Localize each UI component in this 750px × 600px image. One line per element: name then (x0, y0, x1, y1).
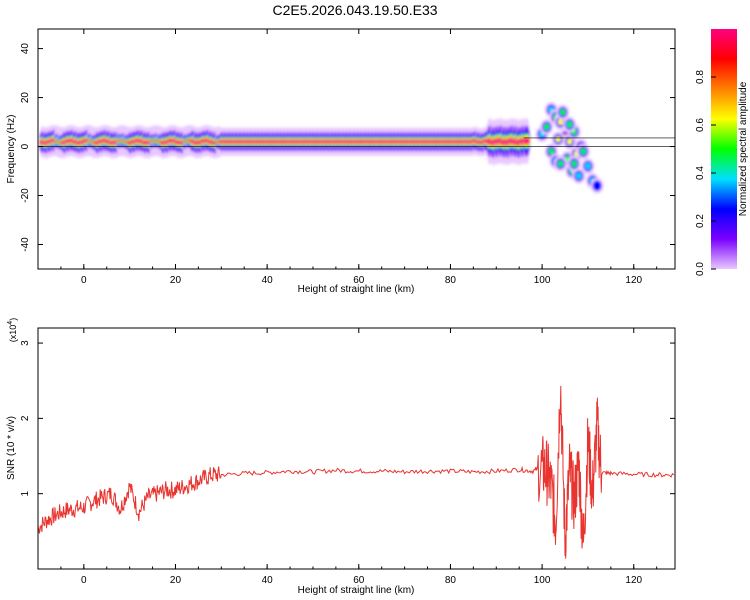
spectrogram-cell (560, 109, 566, 116)
colorbar-swatch (711, 29, 737, 269)
snr-xtick-label: 60 (353, 575, 365, 586)
spectrogram-cell (594, 182, 600, 189)
spectrogram-cell (555, 136, 561, 143)
snr-ytick-label: 2 (20, 415, 31, 421)
spectrogram-axes: 0 20 40 60 80 100 120 -40 -20 0 20 40 (20, 29, 675, 286)
spectrogram-cell (548, 148, 554, 155)
snr-frame (37, 327, 676, 570)
snr-axes: 0 20 40 60 80 100 120 1 2 3 (20, 328, 675, 586)
spectrogram-xtick-label: 40 (262, 275, 274, 286)
colorbar-ticks: 0.0 0.2 0.4 0.6 0.8 (695, 70, 716, 276)
spectrogram-cell (557, 118, 564, 126)
spectrogram-xtick-label: 120 (625, 275, 642, 286)
snr-xtick-label: 20 (170, 575, 182, 586)
spectrogram-ytick-label: 40 (20, 43, 31, 55)
colorbar-tick-label: 0.6 (695, 118, 706, 132)
spectrogram-cell (580, 148, 586, 155)
colorbar-label: Normalized spectral amplitude (738, 81, 749, 216)
colorbar: 0.0 0.2 0.4 0.6 0.8 Normalized spectral ampl… (695, 29, 749, 276)
snr-xtick-label: 120 (625, 575, 642, 586)
snr-ylabel: SNR (10 * v/v) (6, 416, 17, 480)
spectrogram-ylabel: Frequency (Hz) (6, 115, 17, 184)
colorbar-tick-label: 0.2 (695, 214, 706, 228)
spectrogram-xtick-label: 80 (445, 275, 457, 286)
snr-multiplier: (x104) (7, 318, 18, 342)
snr-panel: 0 20 40 60 80 100 120 1 2 3 Height of straight li… (6, 318, 676, 596)
spectrogram-ytick-label: 20 (20, 92, 31, 104)
spectrogram-xtick-label: 0 (81, 275, 87, 286)
snr-ytick-label: 1 (20, 490, 31, 496)
snr-multiplier-close: ) (8, 318, 18, 321)
snr-xtick-label: 40 (262, 575, 274, 586)
snr-marks (38, 385, 675, 559)
spectrogram-xtick-label: 60 (353, 275, 365, 286)
colorbar-tick-label: 0.8 (695, 70, 706, 84)
colorbar-tick-label: 0.0 (695, 262, 706, 276)
spectrogram-cell (585, 163, 591, 170)
spectrogram-xtick-label: 100 (534, 275, 551, 286)
spectrogram-cell (557, 160, 564, 167)
spectrogram-ytick-label: -40 (20, 237, 31, 252)
snr-ytick-label: 3 (20, 340, 31, 346)
chart-title: C2E5.2026.043.19.50.E33 (272, 2, 437, 18)
snr-xtick-label: 100 (534, 575, 551, 586)
snr-xlabel: Height of straight line (km) (298, 585, 415, 596)
spectrogram-cell (544, 123, 550, 131)
spectrogram-cell (523, 138, 531, 144)
snr-xtick-label: 80 (445, 575, 457, 586)
snr-multiplier-exp: 4 (7, 321, 14, 325)
spectrogram-cell (576, 172, 582, 180)
spectrogram-ytick-label: -20 (20, 188, 31, 203)
spectrogram-cell (571, 160, 577, 167)
spectrogram-xtick-label: 20 (170, 275, 182, 286)
colorbar-tick-label: 0.4 (695, 166, 706, 180)
spectrogram-cell (566, 121, 573, 128)
snr-multiplier-base: (x10 (8, 325, 18, 343)
spectrogram-cell (566, 138, 573, 145)
spectrogram-ytick-label: 0 (20, 143, 31, 149)
spectrogram-panel: 0 20 40 60 80 100 120 -40 -20 0 20 40 Height of str… (6, 28, 676, 295)
snr-xtick-label: 0 (81, 575, 87, 586)
spectrogram-xlabel: Height of straight line (km) (298, 284, 415, 295)
snr-series-line (38, 385, 675, 559)
